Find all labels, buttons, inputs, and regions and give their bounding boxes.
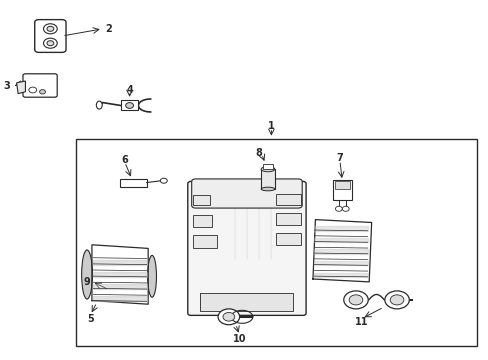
Circle shape bbox=[125, 103, 133, 108]
Text: 9: 9 bbox=[83, 276, 90, 287]
Circle shape bbox=[160, 178, 167, 183]
FancyBboxPatch shape bbox=[187, 181, 305, 315]
Circle shape bbox=[43, 24, 57, 34]
Text: 10: 10 bbox=[232, 334, 246, 344]
Bar bbox=[332, 180, 351, 200]
Ellipse shape bbox=[96, 101, 102, 109]
Text: 8: 8 bbox=[255, 148, 262, 158]
Text: 11: 11 bbox=[354, 317, 368, 327]
Bar bbox=[76, 139, 476, 346]
Polygon shape bbox=[92, 245, 148, 304]
Circle shape bbox=[348, 295, 362, 305]
Polygon shape bbox=[17, 81, 25, 94]
Text: 3: 3 bbox=[3, 81, 10, 91]
Circle shape bbox=[342, 206, 348, 211]
Bar bbox=[121, 100, 138, 110]
Circle shape bbox=[384, 291, 408, 309]
FancyBboxPatch shape bbox=[23, 74, 57, 97]
Circle shape bbox=[40, 90, 45, 94]
Circle shape bbox=[43, 38, 57, 48]
Polygon shape bbox=[312, 220, 371, 282]
Text: 4: 4 bbox=[126, 85, 133, 95]
Bar bbox=[276, 213, 300, 225]
Bar bbox=[193, 215, 211, 227]
Circle shape bbox=[335, 206, 342, 211]
Text: 6: 6 bbox=[121, 155, 128, 165]
Circle shape bbox=[129, 290, 134, 293]
Circle shape bbox=[389, 295, 403, 305]
Bar bbox=[261, 169, 274, 189]
Circle shape bbox=[343, 291, 367, 309]
Bar bbox=[276, 194, 300, 205]
FancyBboxPatch shape bbox=[35, 19, 66, 52]
Circle shape bbox=[218, 309, 239, 325]
Bar bbox=[263, 164, 272, 169]
Bar bbox=[200, 293, 293, 311]
Bar bbox=[334, 181, 349, 189]
Text: 7: 7 bbox=[336, 153, 343, 163]
Bar bbox=[193, 235, 216, 248]
Bar bbox=[193, 195, 210, 205]
Circle shape bbox=[47, 41, 54, 46]
Text: 2: 2 bbox=[105, 24, 112, 34]
Circle shape bbox=[29, 87, 37, 93]
Text: 1: 1 bbox=[267, 121, 274, 131]
Text: 5: 5 bbox=[87, 314, 94, 324]
Circle shape bbox=[223, 312, 234, 321]
Ellipse shape bbox=[261, 167, 274, 172]
Bar bbox=[276, 233, 300, 245]
FancyBboxPatch shape bbox=[191, 179, 302, 208]
Ellipse shape bbox=[147, 255, 156, 297]
Ellipse shape bbox=[261, 187, 274, 191]
Circle shape bbox=[47, 26, 54, 31]
Ellipse shape bbox=[81, 250, 92, 299]
Circle shape bbox=[121, 285, 128, 291]
Bar bbox=[120, 179, 146, 187]
Circle shape bbox=[127, 288, 137, 295]
